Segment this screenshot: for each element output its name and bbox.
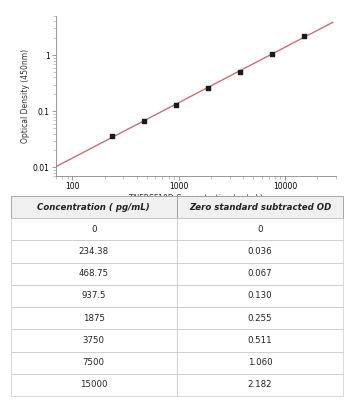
Y-axis label: Optical Density (450nm): Optical Density (450nm) <box>21 49 30 143</box>
Point <box>109 133 115 139</box>
Point <box>237 68 243 75</box>
X-axis label: TNFRSF10D Concentration (pg/mL): TNFRSF10D Concentration (pg/mL) <box>129 194 263 203</box>
Point <box>141 118 147 124</box>
Point <box>301 33 307 39</box>
Point <box>173 102 179 108</box>
Point <box>205 85 211 92</box>
Point <box>269 50 275 57</box>
